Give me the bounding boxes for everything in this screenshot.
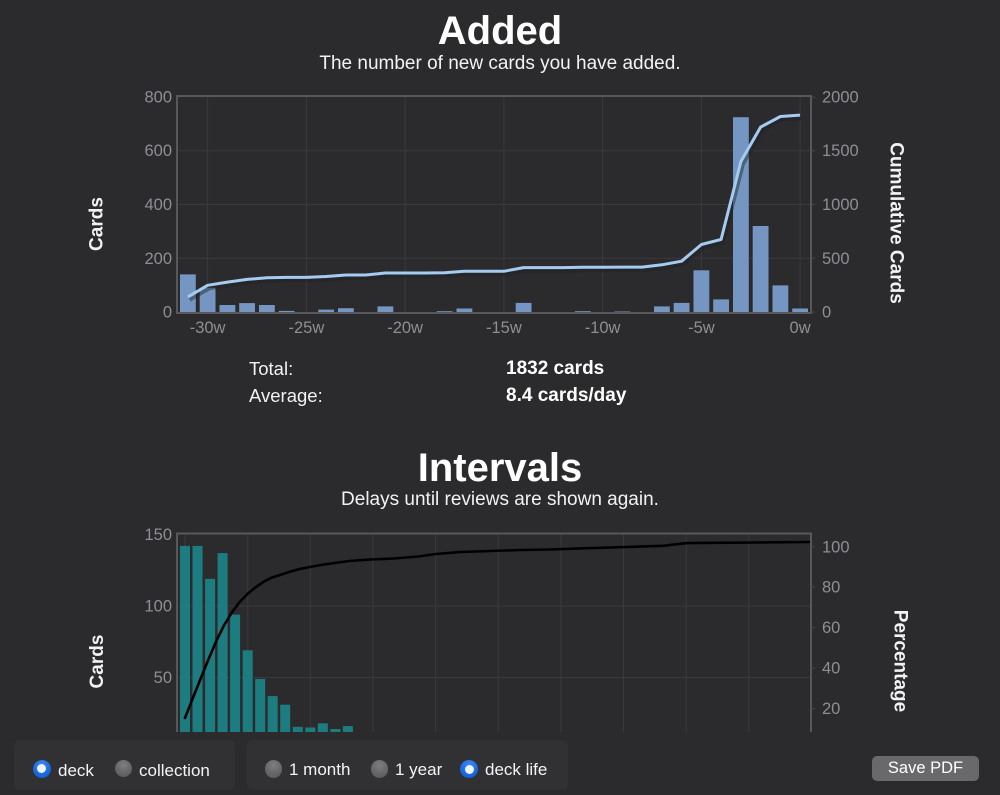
svg-text:0w: 0w xyxy=(790,319,811,337)
svg-text:-30w: -30w xyxy=(190,319,226,337)
svg-text:1000: 1000 xyxy=(822,196,859,214)
svg-text:600: 600 xyxy=(144,142,172,160)
svg-text:Cards: Cards xyxy=(87,197,108,251)
svg-text:20: 20 xyxy=(822,700,840,718)
svg-text:100: 100 xyxy=(144,598,172,616)
svg-text:2000: 2000 xyxy=(822,89,859,107)
svg-text:-5w: -5w xyxy=(688,319,715,337)
svg-text:100: 100 xyxy=(822,538,850,556)
svg-text:500: 500 xyxy=(822,250,850,268)
svg-text:60: 60 xyxy=(822,619,840,637)
svg-text:80: 80 xyxy=(822,579,840,597)
svg-text:150: 150 xyxy=(144,526,172,544)
svg-text:Cumulative Cards: Cumulative Cards xyxy=(886,142,907,304)
svg-text:-25w: -25w xyxy=(289,319,325,337)
svg-text:50: 50 xyxy=(154,669,172,687)
svg-text:-15w: -15w xyxy=(486,319,522,337)
svg-text:-20w: -20w xyxy=(387,319,423,337)
svg-text:1500: 1500 xyxy=(822,142,859,160)
svg-text:200: 200 xyxy=(144,250,172,268)
svg-text:Cards: Cards xyxy=(87,635,108,689)
svg-text:40: 40 xyxy=(822,660,840,678)
svg-text:400: 400 xyxy=(144,196,172,214)
svg-text:Percentage: Percentage xyxy=(890,610,911,712)
svg-text:0: 0 xyxy=(822,304,831,322)
svg-text:-10w: -10w xyxy=(585,319,621,337)
svg-text:800: 800 xyxy=(144,89,172,107)
svg-text:0: 0 xyxy=(163,304,172,322)
